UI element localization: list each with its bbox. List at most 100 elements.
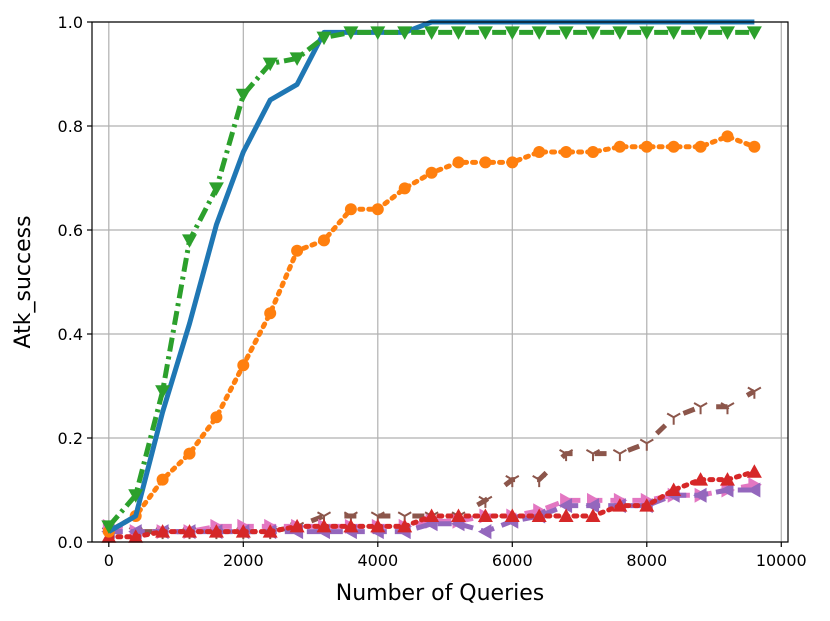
data-point [666,26,682,40]
y-tick-label: 0.8 [58,117,83,136]
data-point [558,498,573,514]
data-point [291,244,304,257]
data-point [424,508,440,522]
y-axis-label: Atk_success [11,215,36,348]
data-point [318,234,330,247]
data-point [746,26,762,40]
ticks: 0 2000 4000 6000 8000 10000 0.0 0.2 0.4 0.6 0.8 1.0 [58,13,807,570]
data-point [479,156,492,169]
data-point [748,140,761,153]
data-point [450,508,466,522]
data-point [424,26,440,40]
data-point [128,489,144,503]
data-point [397,518,413,533]
plot-frame [91,21,789,543]
data-point [210,411,223,424]
y-tick-label: 0.2 [58,429,83,448]
data-point [746,464,762,478]
data-point [586,146,599,158]
data-point [344,203,357,216]
data-point [477,524,492,540]
data-point [720,402,735,415]
data-point [425,166,438,179]
x-tick-label: 4000 [357,551,398,570]
series-line-blue [107,19,755,534]
data-point [506,156,519,169]
x-tick-label: 0 [104,551,114,570]
data-point [370,518,386,533]
data-point [371,203,384,216]
data-point [264,307,277,320]
data-point [694,140,707,153]
data-point [316,31,332,46]
x-tick-label: 10000 [756,551,807,570]
x-tick-label: 2000 [223,551,264,570]
data-point [746,482,761,498]
data-point [585,26,601,40]
data-point [558,508,574,522]
series-line-green [106,29,755,529]
data-point [397,26,413,40]
data-point [262,524,278,538]
data-point [504,508,520,522]
data-point [585,448,601,462]
series-orange [102,130,761,538]
data-point [612,448,627,462]
data-point [719,472,735,486]
data-point [719,482,734,498]
data-point [693,26,709,40]
data-point [639,26,655,40]
data-point [155,385,171,399]
data-point [719,26,735,40]
data-point [237,359,250,372]
y-tick-label: 0.0 [58,533,83,552]
series-red [101,464,762,543]
data-point [613,140,626,153]
data-point [666,412,681,425]
data-point [156,473,169,486]
data-point [585,498,599,514]
data-point [289,518,305,533]
data-point [398,182,411,195]
data-point [128,529,144,543]
data-point [477,508,493,522]
data-point [560,146,573,158]
data-point [639,438,654,451]
data-point [585,508,601,522]
data-point [532,474,547,488]
data-point [640,140,653,153]
data-point [505,474,520,488]
data-point [747,386,762,399]
data-point [316,518,332,533]
data-point [182,234,198,248]
data-point [155,524,171,538]
grid [92,21,788,543]
y-tick-label: 0.6 [58,221,83,240]
x-tick-label: 6000 [492,551,533,570]
data-point [452,156,465,169]
data-point [666,482,682,496]
data-point [531,508,547,522]
series-group [101,19,762,543]
data-point [639,498,655,512]
data-point [235,88,251,103]
data-point [370,26,386,40]
data-point [343,26,359,40]
data-point [208,182,224,196]
data-point [612,498,628,512]
data-point [450,26,466,40]
data-point [559,448,574,462]
data-point [343,518,359,533]
data-point [101,520,117,534]
data-point [721,130,734,143]
x-tick-label: 8000 [626,551,667,570]
data-point [289,52,305,66]
y-tick-label: 0.4 [58,325,83,344]
x-axis-label: Number of Queries [336,581,545,606]
data-point [182,524,198,538]
data-point [612,26,628,40]
data-point [693,487,707,503]
data-point [693,472,709,486]
data-point [235,524,251,538]
